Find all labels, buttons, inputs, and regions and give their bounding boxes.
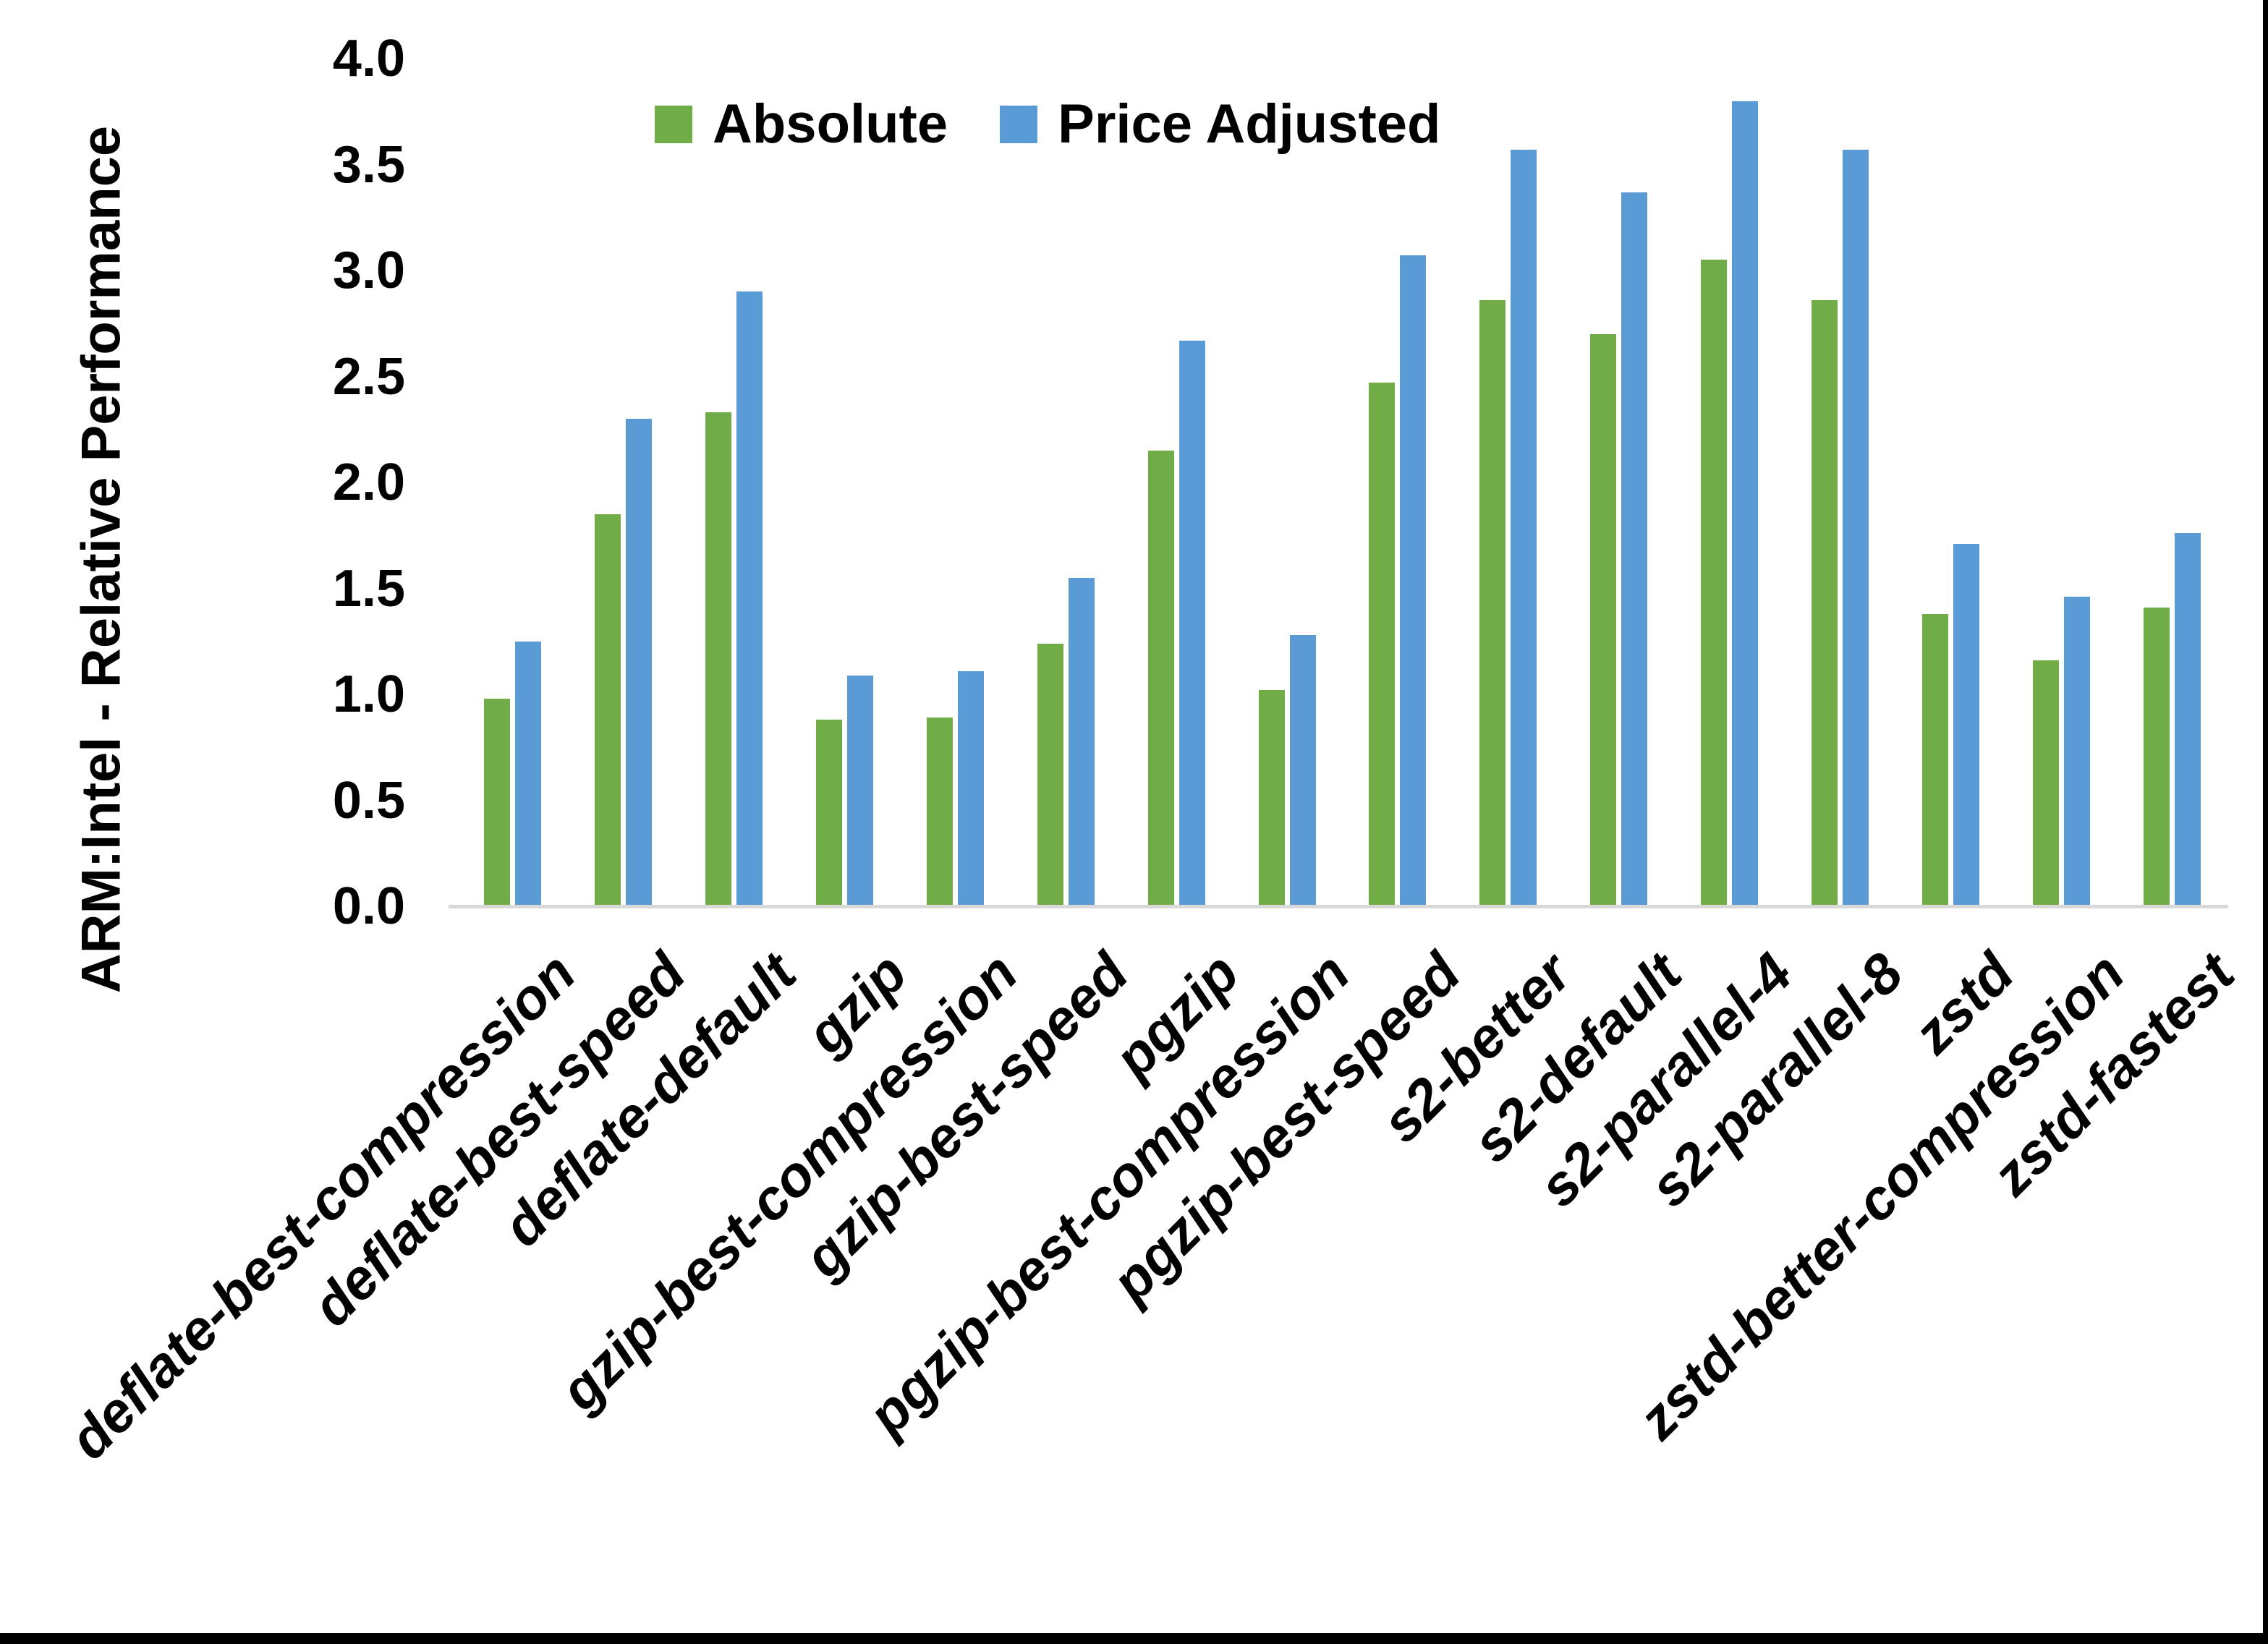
bar-price-adjusted <box>846 675 873 906</box>
bar-absolute <box>1147 451 1174 906</box>
bar-absolute <box>594 514 621 906</box>
bar-absolute <box>705 412 731 906</box>
legend-item-absolute: Absolute <box>655 93 948 156</box>
bar-price-adjusted <box>1511 149 1537 906</box>
bar-absolute <box>1812 300 1838 906</box>
bar-price-adjusted <box>1953 543 1980 906</box>
bar-absolute <box>1479 300 1506 906</box>
bar-price-adjusted <box>1732 101 1759 906</box>
bar-price-adjusted <box>1289 634 1316 906</box>
bar-price-adjusted <box>1178 340 1205 906</box>
image-border-bottom <box>0 1633 2268 1644</box>
y-tick-label: 1.5 <box>332 559 405 618</box>
bar-price-adjusted <box>736 291 763 906</box>
bar-absolute <box>926 717 953 906</box>
bar-absolute <box>1258 690 1285 906</box>
legend-label-price-adjusted: Price Adjusted <box>1058 93 1441 155</box>
y-tick-label: 4.0 <box>332 30 405 88</box>
bar-price-adjusted <box>957 670 984 906</box>
bar-price-adjusted <box>1843 149 1869 906</box>
image-border-right <box>2263 0 2268 1644</box>
bar-absolute <box>815 720 842 906</box>
bar-absolute <box>1037 643 1063 906</box>
y-tick-label: 3.5 <box>332 135 405 194</box>
bar-absolute <box>2033 660 2060 906</box>
bar-absolute <box>484 698 510 906</box>
y-tick-label: 0.5 <box>332 771 405 830</box>
bar-absolute <box>1590 333 1617 906</box>
bar-absolute <box>2143 607 2170 906</box>
legend: Absolute Price Adjusted <box>655 93 1440 156</box>
legend-swatch-price-adjusted <box>1000 105 1038 143</box>
bar-price-adjusted <box>1621 192 1648 906</box>
bar-absolute <box>1701 260 1728 906</box>
x-axis-line <box>449 905 2228 908</box>
bar-absolute <box>1369 383 1396 906</box>
y-tick-label: 2.5 <box>332 347 405 406</box>
legend-label-absolute: Absolute <box>713 93 948 155</box>
legend-item-price-adjusted: Price Adjusted <box>1000 93 1440 156</box>
bar-price-adjusted <box>625 419 652 906</box>
bar-price-adjusted <box>1400 255 1427 906</box>
bar-price-adjusted <box>515 641 541 906</box>
bar-price-adjusted <box>2174 533 2201 906</box>
legend-swatch-absolute <box>655 105 692 143</box>
bar-price-adjusted <box>1068 577 1095 906</box>
y-tick-label: 0.0 <box>332 877 405 935</box>
y-tick-label: 2.0 <box>332 453 405 511</box>
y-tick-label: 1.0 <box>332 665 405 723</box>
bar-absolute <box>1922 613 1949 906</box>
y-tick-label: 3.0 <box>332 242 405 299</box>
bar-price-adjusted <box>2064 597 2091 906</box>
